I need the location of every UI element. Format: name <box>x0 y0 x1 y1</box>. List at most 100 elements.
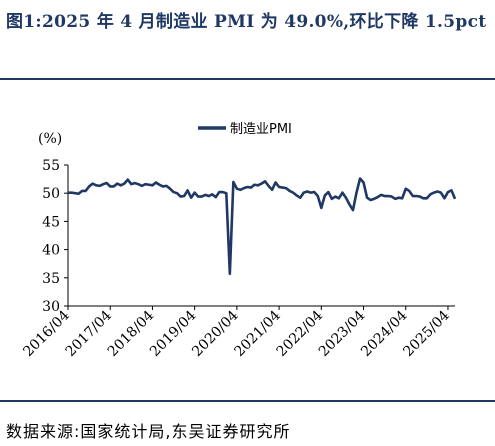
pmi-data-point <box>71 192 73 194</box>
pmi-data-point <box>176 192 178 194</box>
pmi-data-point <box>187 190 189 192</box>
pmi-data-point <box>85 190 87 192</box>
pmi-data-point <box>67 192 69 194</box>
pmi-data-point <box>447 191 449 193</box>
pmi-data-point <box>299 197 301 199</box>
pmi-data-point <box>134 182 136 184</box>
pmi-data-point <box>120 185 122 187</box>
pmi-data-point <box>405 188 407 190</box>
pmi-data-point <box>247 186 249 188</box>
pmi-data-point <box>380 194 382 196</box>
pmi-data-point <box>303 192 305 194</box>
pmi-data-point <box>310 192 312 194</box>
pmi-data-point <box>345 197 347 199</box>
pmi-data-point <box>127 179 129 181</box>
data-source-note: 数据来源:国家统计局,东吴证券研究所 <box>6 422 291 441</box>
pmi-data-point <box>398 197 400 199</box>
pmi-data-point <box>226 192 228 194</box>
pmi-data-point <box>433 192 435 194</box>
x-tick-label: 2025/04 <box>400 307 453 360</box>
pmi-data-point <box>352 209 354 211</box>
pmi-data-point <box>183 195 185 197</box>
pmi-data-point <box>123 183 125 185</box>
pmi-data-point <box>95 185 97 187</box>
pmi-data-point <box>229 273 231 275</box>
pmi-data-point <box>159 184 161 186</box>
pmi-data-point <box>162 186 164 188</box>
pmi-data-point <box>236 188 238 190</box>
pmi-data-point <box>387 195 389 197</box>
pmi-data-point <box>218 191 220 193</box>
pmi-data-point <box>394 198 396 200</box>
pmi-data-point <box>141 185 143 187</box>
pmi-data-point <box>204 194 206 196</box>
pmi-data-point <box>148 184 150 186</box>
pmi-data-point <box>131 183 133 185</box>
pmi-data-point <box>342 192 344 194</box>
pmi-data-point <box>155 182 157 184</box>
page-title: 图1:2025 年 4 月制造业 PMI 为 49.0%,环比下降 1.5pct <box>6 12 487 32</box>
pmi-data-point <box>416 195 418 197</box>
pmi-data-point <box>190 197 192 199</box>
pmi-data-point <box>88 186 90 188</box>
pmi-data-point <box>180 196 182 198</box>
pmi-data-point <box>257 185 259 187</box>
pmi-data-point <box>366 197 368 199</box>
pmi-data-point <box>222 191 224 193</box>
y-tick-label: 45 <box>42 214 60 230</box>
pmi-data-point <box>166 185 168 187</box>
pmi-data-point <box>152 185 154 187</box>
pmi-data-point <box>74 192 76 194</box>
y-axis-label: (%) <box>38 131 62 147</box>
pmi-data-point <box>145 183 147 185</box>
pmi-line-chart: (%)3035404550552016/042017/042018/042019… <box>20 122 457 360</box>
pmi-data-point <box>426 197 428 199</box>
pmi-series-line <box>68 177 457 276</box>
pmi-data-point <box>292 192 294 194</box>
pmi-data-point <box>377 196 379 198</box>
pmi-data-point <box>328 191 330 193</box>
pmi-data-point <box>313 191 315 193</box>
pmi-data-point <box>454 198 456 200</box>
pmi-data-point <box>278 186 280 188</box>
pmi-data-point <box>359 178 361 180</box>
pmi-data-point <box>285 187 287 189</box>
pmi-data-point <box>102 183 104 185</box>
pmi-data-point <box>391 196 393 198</box>
pmi-data-point <box>282 187 284 189</box>
pmi-data-point <box>261 183 263 185</box>
pmi-data-point <box>444 197 446 199</box>
pmi-data-point <box>349 204 351 206</box>
pmi-data-point <box>138 183 140 185</box>
pmi-data-point <box>169 188 171 190</box>
pmi-data-point <box>296 195 298 197</box>
pmi-data-point <box>197 196 199 198</box>
y-tick-label: 30 <box>42 299 60 315</box>
title-divider <box>0 78 495 80</box>
pmi-data-point <box>437 191 439 193</box>
pmi-data-point <box>408 190 410 192</box>
legend-label: 制造业PMI <box>230 122 292 137</box>
pmi-data-point <box>373 198 375 200</box>
pmi-data-point <box>92 183 94 185</box>
pmi-data-point <box>113 186 115 188</box>
pmi-data-point <box>338 197 340 199</box>
pmi-data-point <box>106 182 108 184</box>
pmi-data-point <box>430 194 432 196</box>
pmi-data-point <box>264 181 266 183</box>
pmi-data-point <box>194 192 196 194</box>
pmi-data-point <box>335 196 337 198</box>
pmi-data-point <box>173 191 175 193</box>
pmi-data-point <box>370 199 372 201</box>
pmi-data-point <box>271 189 273 191</box>
pmi-data-point <box>363 182 365 184</box>
source-divider <box>0 400 495 402</box>
y-tick-label: 35 <box>42 271 60 287</box>
pmi-data-point <box>116 183 118 185</box>
pmi-data-point <box>451 190 453 192</box>
pmi-data-point <box>324 195 326 197</box>
pmi-data-point <box>275 182 277 184</box>
pmi-data-point <box>384 195 386 197</box>
pmi-data-point <box>289 190 291 192</box>
pmi-data-point <box>250 187 252 189</box>
